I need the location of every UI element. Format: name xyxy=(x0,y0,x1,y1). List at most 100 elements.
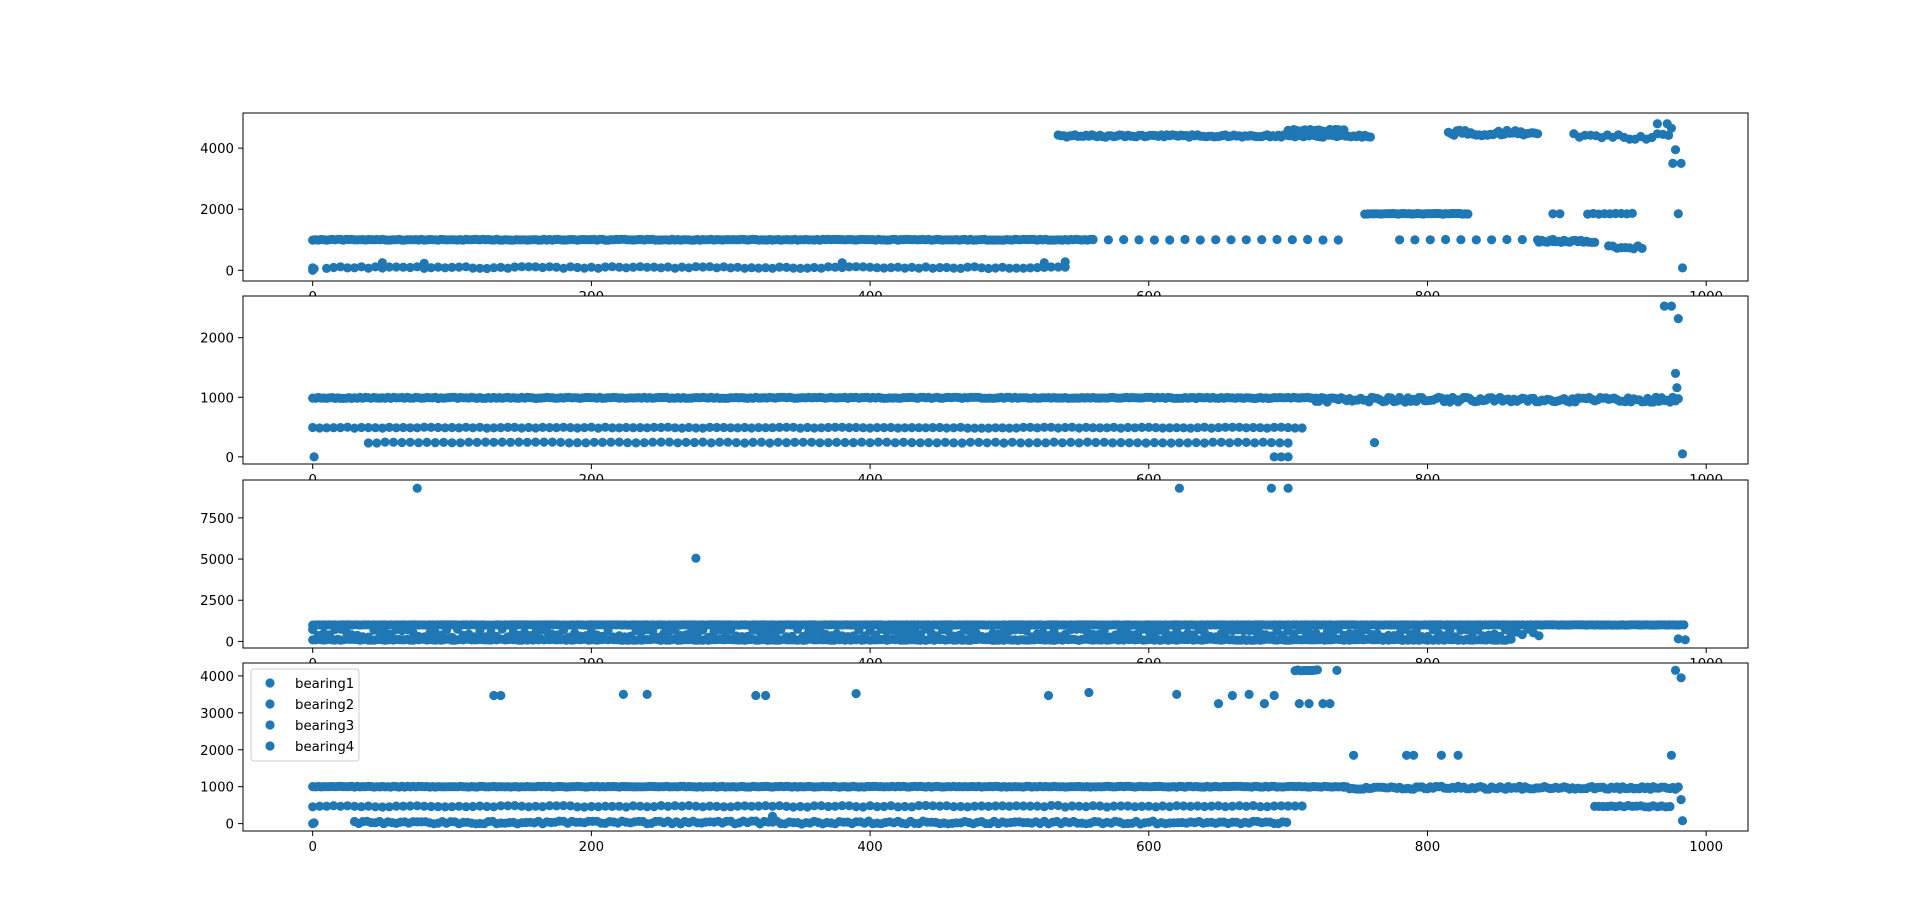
data-point xyxy=(1193,801,1203,811)
data-point xyxy=(914,801,924,811)
data-point xyxy=(1269,801,1279,811)
data-point xyxy=(1672,383,1682,393)
data-point xyxy=(1046,262,1056,272)
data-point xyxy=(510,801,520,811)
data-point xyxy=(854,625,864,635)
data-point xyxy=(1067,801,1077,811)
data-point xyxy=(788,263,799,273)
data-point xyxy=(712,422,722,433)
y-tick-label: 2000 xyxy=(200,744,234,759)
data-point xyxy=(733,801,743,811)
data-point xyxy=(1144,422,1154,432)
data-point xyxy=(1555,209,1565,219)
data-point xyxy=(1262,802,1272,812)
data-points xyxy=(308,665,1688,829)
data-point xyxy=(1283,452,1293,462)
data-point xyxy=(1241,801,1251,811)
data-point xyxy=(844,262,854,272)
data-point xyxy=(426,263,436,273)
data-point xyxy=(1325,699,1335,709)
scatter-panel-3: 020040060080010000250050007500 xyxy=(200,479,1749,672)
data-point xyxy=(1227,801,1237,811)
data-point xyxy=(426,801,436,812)
data-point xyxy=(949,438,959,448)
data-point xyxy=(1441,234,1451,245)
data-point xyxy=(1151,802,1161,812)
data-point xyxy=(793,624,803,634)
data-point xyxy=(398,262,408,272)
data-point xyxy=(776,625,786,635)
data-point xyxy=(1255,423,1265,433)
data-point xyxy=(795,263,806,273)
data-point xyxy=(712,801,722,812)
data-point xyxy=(503,263,513,273)
data-point xyxy=(1255,802,1265,812)
data-point xyxy=(1130,802,1140,812)
data-point xyxy=(391,801,401,811)
data-point xyxy=(524,422,534,433)
y-tick-label: 1000 xyxy=(200,781,234,796)
data-point xyxy=(942,423,952,433)
data-point xyxy=(698,802,708,812)
data-point xyxy=(928,263,938,273)
data-point xyxy=(740,801,750,811)
data-point xyxy=(1244,689,1254,700)
data-point xyxy=(1248,422,1258,433)
data-point xyxy=(1294,699,1304,709)
data-point xyxy=(628,423,638,433)
data-point xyxy=(924,438,934,448)
data-point xyxy=(663,262,673,272)
data-point xyxy=(489,437,499,447)
data-point xyxy=(816,801,826,811)
data-point xyxy=(900,263,910,273)
data-point xyxy=(635,262,645,272)
data-point xyxy=(1473,625,1483,635)
data-point xyxy=(472,437,482,447)
data-point xyxy=(517,423,527,433)
data-point xyxy=(572,802,583,812)
data-point xyxy=(475,625,485,636)
data-point xyxy=(335,801,346,811)
data-point xyxy=(921,262,931,272)
data-point xyxy=(1141,438,1151,448)
data-point xyxy=(921,423,931,433)
data-point xyxy=(1179,423,1189,433)
data-point xyxy=(1011,423,1022,433)
data-point xyxy=(607,801,617,812)
data-point xyxy=(565,423,576,433)
data-point xyxy=(398,801,408,811)
data-point xyxy=(773,437,783,447)
data-point xyxy=(809,262,819,273)
data-point xyxy=(802,422,813,433)
data-point xyxy=(1102,423,1112,433)
data-point xyxy=(1226,235,1236,245)
legend-label: bearing3 xyxy=(295,719,354,734)
data-point xyxy=(790,437,800,447)
data-point xyxy=(329,262,339,273)
data-point xyxy=(1137,422,1147,432)
data-point xyxy=(781,801,792,812)
data-point xyxy=(963,423,973,433)
data-point xyxy=(412,483,422,493)
data-point xyxy=(1670,665,1681,676)
data-point xyxy=(579,423,590,433)
plot-area xyxy=(243,296,1748,464)
data-point xyxy=(524,802,534,812)
data-point xyxy=(1276,452,1286,462)
data-point xyxy=(422,437,432,447)
data-point xyxy=(1088,423,1098,433)
data-point xyxy=(712,263,722,273)
data-point xyxy=(447,438,457,448)
data-point xyxy=(914,263,924,273)
data-point xyxy=(664,437,675,447)
data-point xyxy=(447,422,457,433)
data-point xyxy=(1673,634,1683,644)
data-point xyxy=(823,262,833,272)
data-points xyxy=(308,119,1688,275)
data-point xyxy=(873,437,884,447)
data-point xyxy=(726,423,736,433)
data-point xyxy=(433,262,443,272)
data-point xyxy=(405,437,415,447)
x-tick-label: 400 xyxy=(857,840,882,855)
